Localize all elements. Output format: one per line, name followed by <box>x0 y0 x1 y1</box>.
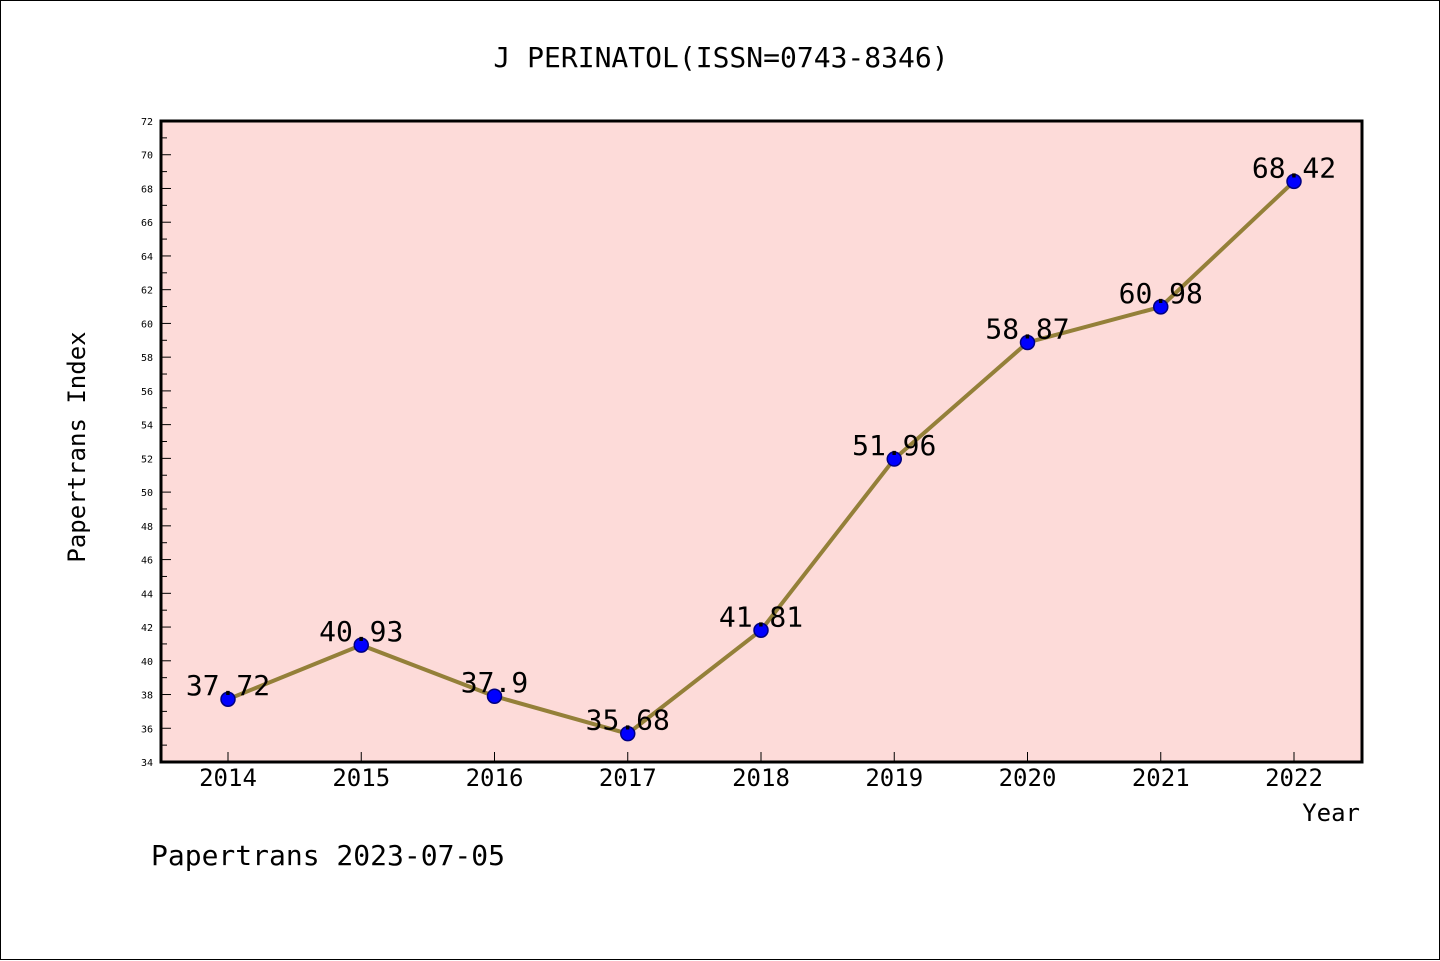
y-tick-label: 42 <box>141 623 153 634</box>
y-tick-label: 58 <box>141 353 153 364</box>
data-point <box>1286 173 1302 190</box>
y-tick-label: 72 <box>141 117 153 128</box>
y-tick-label: 66 <box>141 218 153 229</box>
y-tick-label: 46 <box>141 556 153 567</box>
y-tick-label: 60 <box>141 319 153 330</box>
x-tick-label: 2018 <box>732 764 790 792</box>
y-tick-label: 68 <box>141 184 153 195</box>
y-tick-label: 36 <box>141 724 153 735</box>
y-tick-label: 48 <box>141 522 153 533</box>
x-axis: 2014 2015 2016 2017 2018 2019 2020 2021 2022 <box>199 752 1323 792</box>
data-point <box>220 691 236 707</box>
data-label: 51.96 <box>852 429 936 462</box>
y-tick-label: 50 <box>141 488 153 499</box>
y-axis: 34 36 38 40 42 44 46 48 50 52 54 56 58 60 62 64 66 68 70 72 <box>141 117 171 769</box>
data-labels: 37.72 40.93 37.9 35.68 41.81 51.96 58.87 60.98 6… <box>186 151 1336 736</box>
data-point <box>353 637 369 653</box>
y-tick-label: 54 <box>141 421 153 432</box>
data-point <box>1019 334 1036 351</box>
data-point <box>620 725 636 742</box>
data-label: 37.9 <box>461 666 528 699</box>
data-point <box>486 688 503 704</box>
data-label: 41.81 <box>719 600 803 633</box>
y-tick-label: 40 <box>141 657 153 668</box>
series-group <box>220 173 1302 742</box>
data-point <box>886 451 902 467</box>
y-tick-label: 44 <box>141 589 153 600</box>
data-point <box>753 622 769 639</box>
y-tick-label: 38 <box>141 691 153 702</box>
y-axis-label: Papertrans Index <box>63 331 91 562</box>
data-label: 40.93 <box>319 615 403 648</box>
x-tick-label: 2015 <box>332 764 390 792</box>
data-label: 37.72 <box>186 669 270 702</box>
x-tick-label: 2020 <box>999 764 1057 792</box>
x-tick-label: 2016 <box>466 764 524 792</box>
x-tick-label: 2021 <box>1132 764 1190 792</box>
y-tick-label: 70 <box>141 151 153 162</box>
x-tick-label: 2019 <box>865 764 923 792</box>
x-axis-label: Year <box>1302 799 1360 827</box>
data-label: 68.42 <box>1252 151 1336 184</box>
y-tick-label: 64 <box>141 252 153 263</box>
data-label: 60.98 <box>1119 277 1203 310</box>
chart-title: J PERINATOL(ISSN=0743-8346) <box>493 41 948 74</box>
plot-area <box>159 119 1364 764</box>
x-tick-label: 2022 <box>1265 764 1323 792</box>
y-tick-label: 52 <box>141 454 153 465</box>
x-tick-label: 2014 <box>199 764 257 792</box>
y-tick-label: 34 <box>141 758 153 769</box>
data-point <box>1153 299 1169 315</box>
data-label: 58.87 <box>985 312 1069 345</box>
y-tick-label: 62 <box>141 286 153 297</box>
data-label: 35.68 <box>586 704 670 737</box>
y-tick-label: 56 <box>141 387 153 398</box>
plot-border <box>159 119 1364 764</box>
x-tick-label: 2017 <box>599 764 657 792</box>
watermark: Papertrans 2023-07-05 <box>151 839 505 872</box>
